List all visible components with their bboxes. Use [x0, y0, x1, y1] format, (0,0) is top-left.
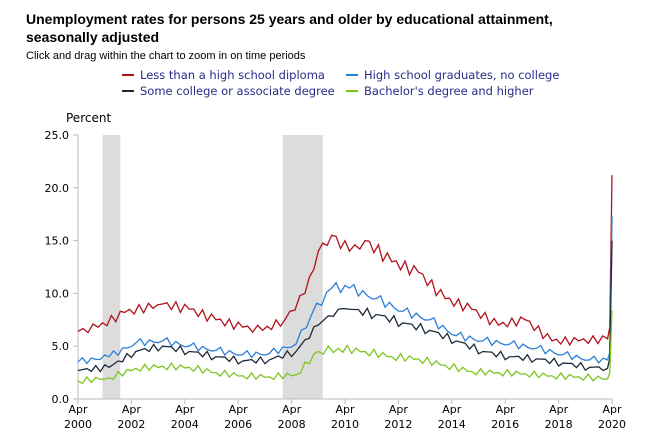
series-line-1	[77, 216, 613, 365]
x-tick-label: Apr	[175, 403, 195, 416]
x-tick-label: Apr	[496, 403, 516, 416]
legend-label[interactable]: Some college or associate degree	[140, 84, 335, 98]
x-tick-label: 2006	[224, 418, 252, 431]
series-line-0	[77, 175, 613, 347]
legend-label[interactable]: Bachelor's degree and higher	[364, 84, 534, 98]
legend-label[interactable]: High school graduates, no college	[364, 68, 559, 82]
x-tick-label: 2012	[384, 418, 412, 431]
x-tick-label: Apr	[549, 403, 569, 416]
series-line-2	[77, 240, 613, 373]
x-tick-label: Apr	[282, 403, 302, 416]
x-tick-label: 2000	[64, 418, 92, 431]
x-tick-label: 2018	[545, 418, 573, 431]
recession-band	[102, 135, 121, 399]
x-tick-label: 2020	[598, 418, 626, 431]
y-tick-label: 20.0	[45, 182, 70, 195]
x-tick-label: Apr	[122, 403, 142, 416]
x-tick-label: Apr	[335, 403, 355, 416]
x-tick-label: 2010	[331, 418, 359, 431]
x-tick-label: 2008	[278, 418, 306, 431]
x-tick-label: 2016	[491, 418, 519, 431]
y-tick-label: 25.0	[45, 129, 70, 142]
x-tick-label: 2002	[117, 418, 145, 431]
x-tick-label: Apr	[442, 403, 462, 416]
x-tick-label: 2004	[171, 418, 199, 431]
x-tick-label: Apr	[229, 403, 249, 416]
recession-band	[282, 135, 323, 399]
y-tick-label: 10.0	[45, 287, 70, 300]
x-tick-label: 2014	[438, 418, 466, 431]
x-tick-label: Apr	[602, 403, 622, 416]
chart-subtitle: Click and drag within the chart to zoom …	[26, 50, 306, 62]
y-tick-label: 0.0	[52, 393, 70, 406]
x-tick-label: Apr	[389, 403, 409, 416]
y-tick-label: 5.0	[52, 340, 70, 353]
y-axis-label: Percent	[66, 111, 111, 125]
y-tick-label: 15.0	[45, 235, 70, 248]
series-line-3	[77, 310, 613, 385]
legend-label[interactable]: Less than a high school diploma	[140, 68, 325, 82]
chart-title: Unemployment rates for persons 25 years …	[26, 11, 553, 45]
x-tick-label: Apr	[68, 403, 88, 416]
